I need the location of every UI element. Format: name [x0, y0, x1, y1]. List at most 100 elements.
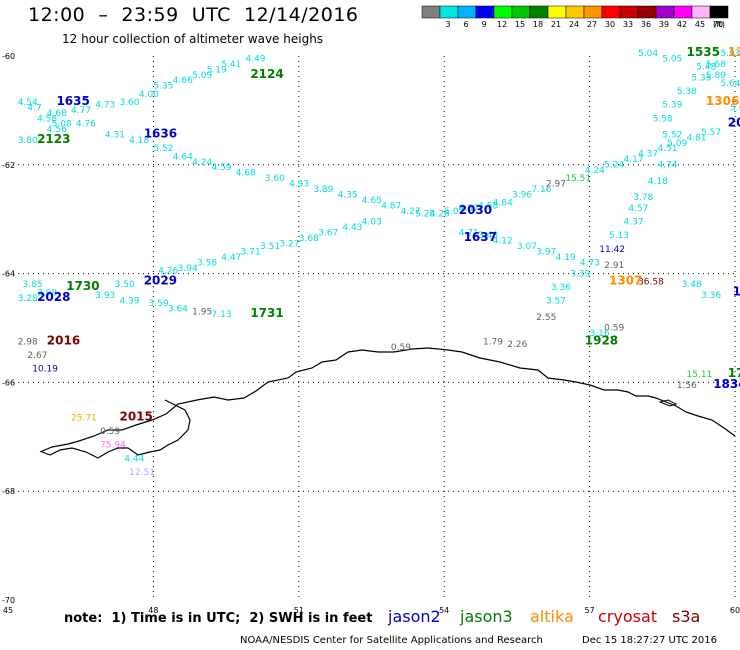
swh-value: 4.66: [173, 76, 193, 86]
swh-value: 3.36: [701, 291, 721, 301]
swh-value: 4.84: [493, 199, 513, 209]
swh-value: 3.98: [37, 288, 57, 298]
scale-tick-label: 21: [551, 20, 561, 29]
legend-cryosat: cryosat: [598, 607, 658, 626]
swh-value: 5.6: [730, 103, 740, 113]
swh-value: 3.50: [115, 280, 135, 290]
antarctic-coastline: [39, 347, 736, 453]
swh-value: 3.60: [119, 98, 139, 108]
scale-tick-label: 3: [445, 20, 450, 29]
swh-value: 1.95: [192, 307, 212, 317]
swh-value: 4.81: [687, 133, 707, 143]
swh-value: 5.89: [706, 71, 726, 81]
lat-tick-label: -64: [2, 270, 15, 279]
swh-value: 15.11: [687, 370, 713, 380]
scale-swatch: [637, 5, 657, 19]
swh-value: 3.57: [546, 297, 566, 307]
page-subtitle: 12 hour collection of altimeter wave hei…: [62, 32, 324, 46]
swh-value: 4.51: [657, 144, 677, 154]
legend-altika: altika: [530, 607, 574, 626]
swh-value: 4.12: [493, 237, 513, 247]
swh-value: 2.98: [18, 337, 38, 347]
scale-swatch: [439, 5, 459, 19]
swh-value: 5.48: [696, 63, 716, 73]
swh-value: 4.58: [37, 114, 57, 124]
swh-value: 4.49: [245, 54, 265, 64]
scale-swatch: [475, 5, 495, 19]
scale-swatch: [673, 5, 693, 19]
legend-jason3: jason3: [460, 607, 513, 626]
scale-tick-label: 70: [713, 20, 723, 29]
pass-time-label: 1637: [464, 230, 497, 244]
swh-value: 5.13: [609, 231, 629, 241]
swh-value: 25.71: [71, 413, 97, 423]
pass-time-label: 1306: [706, 94, 739, 108]
swh-value: 3.93: [95, 291, 115, 301]
swh-value: 3.27: [279, 239, 299, 249]
swh-value: 4.87: [381, 201, 401, 211]
swh-value: 4.39: [119, 297, 139, 307]
swh-value: 5.68: [706, 60, 726, 70]
swh-value: 4.43: [342, 223, 362, 233]
swh-value: 0.59: [100, 427, 120, 437]
pass-time-label: 2029: [144, 273, 177, 287]
pass-time-label: 13: [728, 45, 740, 59]
pass-time-label: 2124: [250, 67, 283, 81]
swh-value: 4.58: [478, 201, 498, 211]
scale-unit-label: (ft): [713, 20, 726, 29]
swh-value: 3.39: [570, 269, 590, 279]
swh-value: 36.58: [638, 277, 664, 287]
swh-value: 1.56: [677, 381, 697, 391]
swh-value: 3.67: [318, 229, 338, 239]
pass-time-label: 1730: [66, 279, 99, 293]
swh-value: 4.27: [401, 207, 421, 217]
scale-tick-label: 27: [587, 20, 597, 29]
swh-value: 3.80: [18, 136, 38, 146]
swh-value: 3.94: [178, 264, 198, 274]
swh-value: 3.43: [478, 231, 498, 241]
swh-value: 3.51: [260, 242, 280, 252]
swh-value: 3.85: [23, 280, 43, 290]
swh-value: 3.36: [551, 283, 571, 293]
swh-value: 7.13: [212, 310, 232, 320]
swh-value: 4.24: [585, 166, 605, 176]
pass-time-label: 2016: [47, 333, 80, 347]
scale-swatch: [457, 5, 477, 19]
swh-value: 4.03: [362, 218, 382, 228]
pass-time-label: 2028: [37, 290, 70, 304]
swh-value: 3.68: [299, 234, 319, 244]
swh-value: 3.58: [197, 258, 217, 268]
swh-value: 5.57: [701, 128, 721, 138]
scale-tick-label: 24: [569, 20, 579, 29]
lat-tick-label: -66: [2, 378, 15, 387]
scale-swatch: [709, 5, 729, 19]
lat-tick-label: -70: [2, 596, 15, 605]
lon-tick-label: 54: [439, 606, 449, 615]
swh-value: 5.08: [52, 120, 72, 130]
swh-value: 4.76: [76, 120, 96, 130]
swh-value: 4.26: [430, 209, 450, 219]
pass-time-label: 17: [728, 366, 740, 380]
pass-time-label: 1928: [585, 333, 618, 347]
swh-value: 4.37: [638, 150, 658, 160]
lon-tick-label: 60: [730, 606, 740, 615]
pass-time-label: 1: [733, 284, 740, 298]
swh-value: 2.55: [536, 313, 556, 323]
pass-time-label: 1731: [250, 306, 283, 320]
swh-value: 4.26: [158, 267, 178, 277]
swh-value: 5.05: [662, 54, 682, 64]
swh-value: 4.18: [129, 136, 149, 146]
axis-labels: 45 48 51 54 57 60 -60 -62 -64 -66 -68 -70: [2, 52, 740, 615]
pass-time-label: 2030: [459, 203, 492, 217]
lat-tick-label: -68: [2, 487, 15, 496]
swh-value: 4.68: [236, 169, 256, 179]
legend-jason2: jason2: [388, 607, 441, 626]
pass-time-label: 1834: [713, 377, 740, 391]
swh-value: 4.24: [192, 158, 212, 168]
swh-value: 4.57: [459, 204, 479, 214]
swh-value: 5.58: [653, 114, 673, 124]
swh-value: 1.79: [483, 337, 503, 347]
swh-value: 5.07: [444, 207, 464, 217]
swh-value: 4.56: [47, 125, 67, 135]
coastline-inlet: [41, 399, 191, 459]
